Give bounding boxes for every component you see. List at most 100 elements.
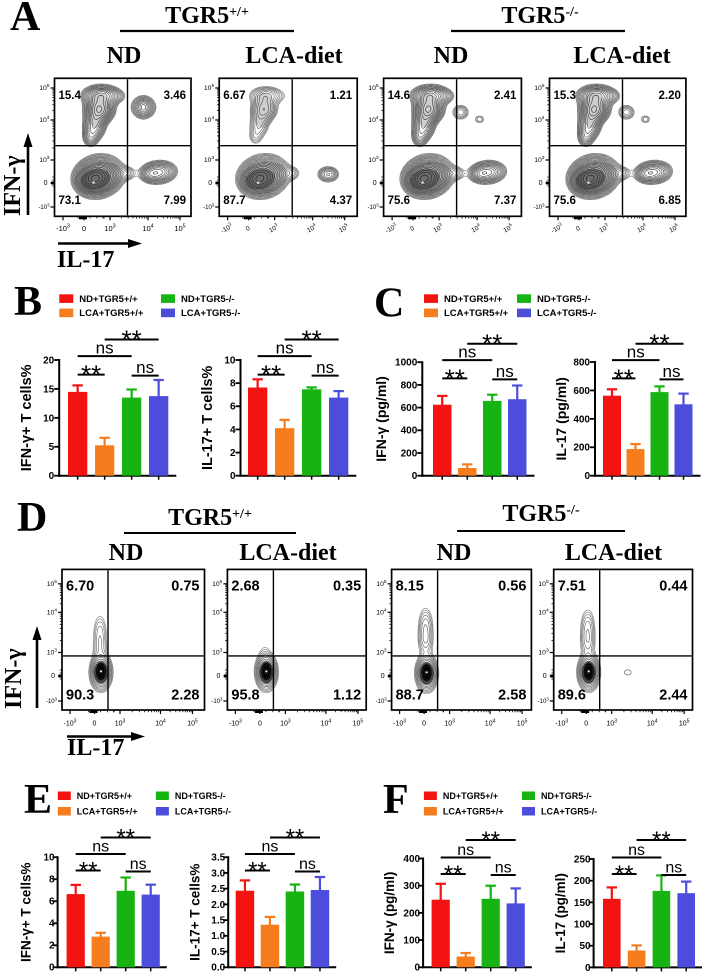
svg-text:0.56: 0.56 [498, 578, 526, 594]
svg-text:D: D [17, 495, 47, 541]
svg-text:**: ** [649, 329, 669, 359]
svg-text:-103: -103 [46, 697, 58, 706]
svg-text:-103: -103 [211, 697, 223, 706]
svg-text:ND+TGR5+/+: ND+TGR5+/+ [443, 791, 498, 801]
svg-text:2.58: 2.58 [498, 687, 526, 703]
svg-text:105: 105 [187, 718, 198, 727]
svg-text:IL-17+ T cells%: IL-17+ T cells% [200, 366, 216, 470]
svg-text:0: 0 [584, 721, 588, 728]
svg-text:600: 600 [573, 386, 590, 397]
svg-text:105: 105 [204, 83, 215, 92]
svg-text:ns: ns [96, 339, 114, 358]
svg-text:LCA+TGR5+/+: LCA+TGR5+/+ [77, 807, 138, 817]
svg-text:IL-17: IL-17 [57, 247, 114, 273]
svg-text:104: 104 [142, 223, 153, 232]
svg-text:8.15: 8.15 [396, 578, 424, 594]
svg-text:2.0: 2.0 [211, 900, 225, 911]
svg-text:LCA+TGR5-/-: LCA+TGR5-/- [175, 807, 231, 817]
svg-text:3.46: 3.46 [164, 90, 186, 102]
svg-text:0: 0 [51, 673, 55, 680]
svg-text:0: 0 [412, 471, 418, 482]
svg-text:0.75: 0.75 [171, 578, 199, 594]
svg-text:87.7: 87.7 [223, 195, 245, 207]
svg-text:**: ** [482, 329, 502, 359]
svg-text:104: 104 [538, 607, 549, 616]
svg-text:ns: ns [92, 839, 109, 856]
svg-text:0.44: 0.44 [659, 578, 687, 594]
svg-text:2: 2 [49, 941, 55, 952]
svg-text:3.0: 3.0 [211, 868, 225, 879]
svg-text:0: 0 [381, 673, 385, 680]
svg-text:15.4: 15.4 [59, 90, 82, 102]
svg-text:LCA-diet: LCA-diet [245, 43, 342, 69]
svg-text:0: 0 [93, 721, 97, 728]
svg-text:IL-17: IL-17 [67, 735, 124, 761]
svg-text:103: 103 [204, 155, 215, 164]
svg-text:105: 105 [534, 83, 545, 92]
svg-text:IFN-γ: IFN-γ [1, 648, 27, 709]
svg-text:105: 105 [353, 718, 364, 727]
svg-text:800: 800 [573, 357, 590, 368]
svg-text:-103: -103 [376, 697, 388, 706]
svg-text:ns: ns [299, 856, 316, 873]
svg-text:ND: ND [107, 43, 142, 69]
svg-text:4: 4 [230, 425, 236, 436]
svg-text:150: 150 [574, 898, 591, 909]
svg-text:6.70: 6.70 [66, 578, 94, 594]
svg-text:0: 0 [230, 471, 236, 482]
svg-text:15: 15 [43, 384, 55, 395]
svg-text:0: 0 [245, 225, 252, 233]
svg-text:100: 100 [574, 919, 591, 930]
svg-text:-103: -103 [538, 697, 550, 706]
svg-text:ns: ns [628, 842, 645, 859]
svg-text:103: 103 [376, 648, 387, 657]
svg-text:0: 0 [422, 721, 426, 728]
svg-text:-103: -103 [229, 718, 242, 727]
svg-text:103: 103 [538, 648, 549, 657]
svg-text:ns: ns [261, 839, 278, 856]
svg-text:IL-17 (pg/ml): IL-17 (pg/ml) [553, 873, 568, 953]
svg-text:10: 10 [43, 413, 55, 424]
svg-text:104: 104 [368, 115, 379, 124]
svg-text:ns: ns [316, 358, 334, 377]
svg-text:LCA+TGR5+/+: LCA+TGR5+/+ [79, 308, 144, 319]
svg-text:2.68: 2.68 [231, 578, 259, 594]
svg-text:**: ** [248, 858, 267, 885]
svg-text:104: 104 [376, 607, 387, 616]
svg-text:B: B [14, 279, 42, 325]
svg-text:IFN-γ: IFN-γ [0, 155, 26, 216]
svg-text:6.67: 6.67 [223, 90, 245, 102]
svg-text:105: 105 [47, 579, 58, 588]
svg-text:6: 6 [230, 402, 236, 413]
svg-text:104: 104 [39, 115, 50, 124]
svg-text:400: 400 [401, 426, 418, 437]
svg-text:ND+TGR5-/-: ND+TGR5-/- [541, 791, 592, 801]
svg-text:**: ** [615, 861, 634, 888]
svg-text:0.0: 0.0 [211, 963, 225, 974]
svg-text:103: 103 [39, 155, 50, 164]
svg-text:10: 10 [43, 853, 55, 864]
svg-text:103: 103 [368, 155, 379, 164]
svg-text:105: 105 [368, 83, 379, 92]
svg-text:A: A [10, 0, 41, 40]
svg-text:**: ** [614, 363, 634, 393]
svg-text:**: ** [79, 858, 98, 885]
svg-text:ND: ND [437, 540, 472, 566]
svg-text:C: C [374, 281, 404, 327]
svg-text:6: 6 [49, 897, 55, 908]
svg-text:E: E [24, 777, 52, 823]
svg-text:8: 8 [230, 379, 236, 390]
svg-text:ns: ns [136, 358, 154, 377]
svg-text:-103: -103 [555, 718, 568, 727]
svg-text:0: 0 [585, 963, 591, 974]
svg-text:0: 0 [373, 180, 377, 187]
svg-text:104: 104 [155, 718, 166, 727]
svg-text:-103: -103 [368, 203, 380, 212]
svg-text:1000: 1000 [395, 358, 418, 369]
svg-text:ND: ND [434, 43, 469, 69]
svg-text:105: 105 [174, 223, 185, 232]
svg-text:104: 104 [212, 607, 223, 616]
svg-text:1.12: 1.12 [333, 687, 361, 703]
svg-text:0: 0 [409, 225, 416, 233]
svg-text:73.1: 73.1 [59, 195, 82, 207]
